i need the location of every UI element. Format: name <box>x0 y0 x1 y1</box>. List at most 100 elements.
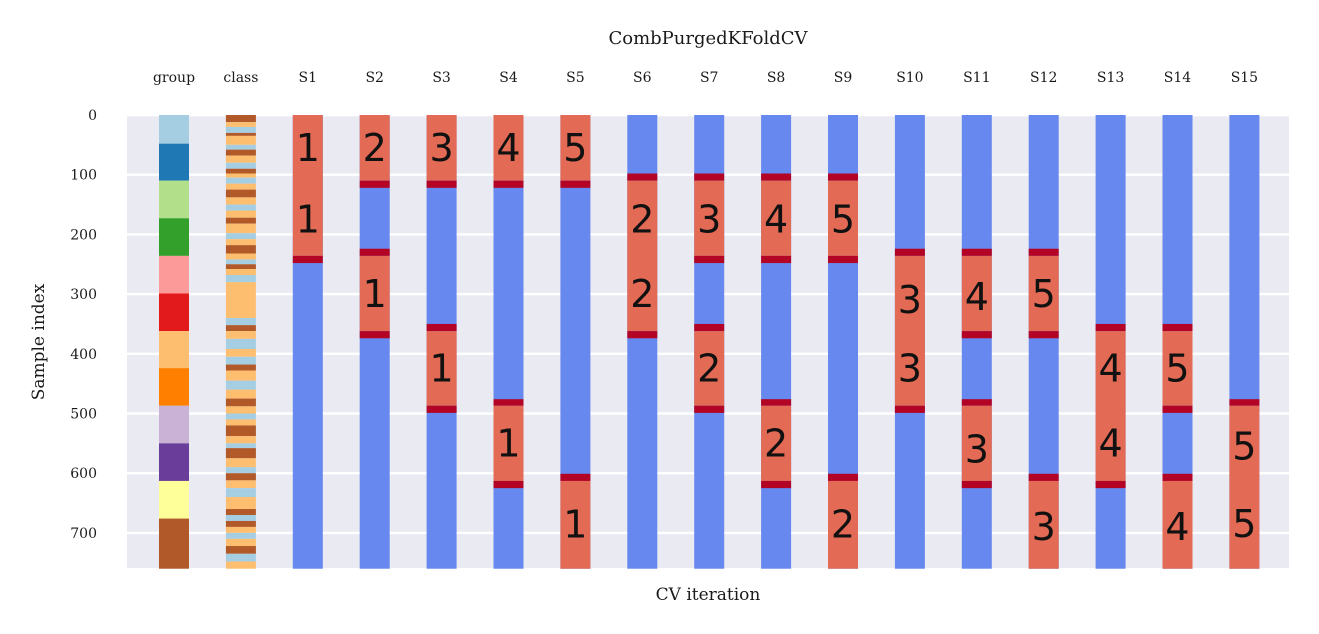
column-label-s10: S10 <box>896 70 923 86</box>
s5-purge-1 <box>560 180 591 188</box>
group-segment-0 <box>159 115 189 144</box>
s8-fold-label-0: 4 <box>764 197 788 241</box>
y-tick-label-700: 700 <box>70 526 97 542</box>
class-segment-0 <box>225 115 256 123</box>
s12-test-1 <box>1028 255 1059 332</box>
s11-test-1 <box>961 255 992 332</box>
s13-test-1 <box>1095 331 1126 481</box>
class-segment-4 <box>225 135 256 145</box>
group-segment-4 <box>159 255 189 294</box>
x-axis-label: CV iteration <box>656 585 761 605</box>
column-label-s8: S8 <box>767 70 786 86</box>
s4-test-0 <box>493 115 524 181</box>
class-segment-58 <box>225 546 256 554</box>
s13-fold-label-1: 4 <box>1099 421 1123 465</box>
class-segment-52 <box>225 509 256 515</box>
s10-fold-label-0: 3 <box>898 278 922 322</box>
s2-purge-4 <box>359 331 390 339</box>
y-tick-label-0: 0 <box>88 108 97 124</box>
s4-purge-1 <box>493 180 524 188</box>
s11-fold-label-0: 4 <box>965 275 989 319</box>
class-segment-39 <box>225 406 256 414</box>
s11-purge-0 <box>961 248 992 256</box>
class-segment-36 <box>225 380 256 390</box>
s7-test-4 <box>694 331 725 406</box>
s4-train <box>493 115 524 569</box>
class-segment-15 <box>225 204 256 211</box>
class-segment-20 <box>225 239 256 246</box>
class-segment-11 <box>225 177 256 184</box>
s15-test-1 <box>1229 405 1260 569</box>
class-segment-54 <box>225 520 256 527</box>
group-segment-2 <box>159 180 189 219</box>
s14-fold-label-0: 5 <box>1165 347 1189 391</box>
group-segment-10 <box>159 480 189 519</box>
column-label-s13: S13 <box>1097 70 1124 86</box>
s10-fold-label-1: 3 <box>898 347 922 391</box>
s12-purge-2 <box>1028 331 1059 339</box>
s7-test-1 <box>694 180 725 256</box>
group-segment-1 <box>159 143 189 181</box>
s8-fold-label-1: 2 <box>764 421 788 465</box>
s9-purge-3 <box>828 473 858 481</box>
s14-purge-2 <box>1162 405 1193 413</box>
class-segment-23 <box>225 259 256 265</box>
class-segment-48 <box>225 473 256 481</box>
y-axis-label: Sample index <box>29 283 49 400</box>
s5-test-3 <box>560 480 591 569</box>
column-label-s9: S9 <box>834 70 853 86</box>
s12-fold-label-1: 3 <box>1032 505 1056 549</box>
class-segment-33 <box>225 356 256 365</box>
s1-purge-1 <box>292 255 323 264</box>
s2-test-3 <box>359 255 390 332</box>
class-segment-3 <box>225 132 256 136</box>
s3-test-3 <box>426 331 457 406</box>
s8-purge-2 <box>761 255 792 264</box>
y-tick-label-300: 300 <box>70 287 97 303</box>
column-label-s7: S7 <box>700 70 719 86</box>
s1-fold-label-0: 1 <box>296 126 320 170</box>
s7-fold-label-1: 2 <box>697 347 721 391</box>
class-segment-34 <box>225 364 256 371</box>
class-segment-38 <box>225 398 256 407</box>
s10-test-1 <box>894 255 925 406</box>
s14-purge-3 <box>1162 473 1193 481</box>
s8-purge-0 <box>761 173 792 181</box>
class-segment-8 <box>225 162 256 169</box>
column-label-s14: S14 <box>1164 70 1191 86</box>
s7-purge-3 <box>694 323 725 332</box>
s6-fold-label-1: 2 <box>630 272 654 316</box>
column-label-s4: S4 <box>499 70 518 86</box>
split-columns <box>159 115 1260 569</box>
class-segment-46 <box>225 458 256 468</box>
s6-purge-2 <box>627 331 658 339</box>
s5-fold-label-0: 5 <box>563 126 587 170</box>
column-label-s15: S15 <box>1231 70 1258 86</box>
y-tick-label-400: 400 <box>70 347 97 363</box>
class-segment-50 <box>225 488 256 498</box>
class-segment-24 <box>225 264 256 270</box>
s8-test-4 <box>761 405 792 481</box>
s14-test-4 <box>1162 480 1193 569</box>
s13-fold-label-0: 4 <box>1099 347 1123 391</box>
class-segment-1 <box>225 122 256 127</box>
class-segment-26 <box>225 274 256 283</box>
class-segment-59 <box>225 553 256 562</box>
s8-test-1 <box>761 180 792 256</box>
class-segment-19 <box>225 233 256 240</box>
s4-purge-2 <box>493 399 524 406</box>
s7-purge-0 <box>694 173 725 181</box>
s4-fold-label-1: 1 <box>496 421 520 465</box>
s3-purge-2 <box>426 323 457 332</box>
s3-fold-label-1: 1 <box>430 347 454 391</box>
group-segment-6 <box>159 331 189 369</box>
s14-purge-0 <box>1162 323 1193 332</box>
s10-purge-0 <box>894 248 925 256</box>
class-segment-43 <box>225 436 256 444</box>
s7-purge-5 <box>694 405 725 413</box>
s9-fold-label-0: 5 <box>831 197 855 241</box>
s3-purge-4 <box>426 405 457 413</box>
s11-fold-label-1: 3 <box>965 427 989 471</box>
s4-test-3 <box>493 405 524 481</box>
